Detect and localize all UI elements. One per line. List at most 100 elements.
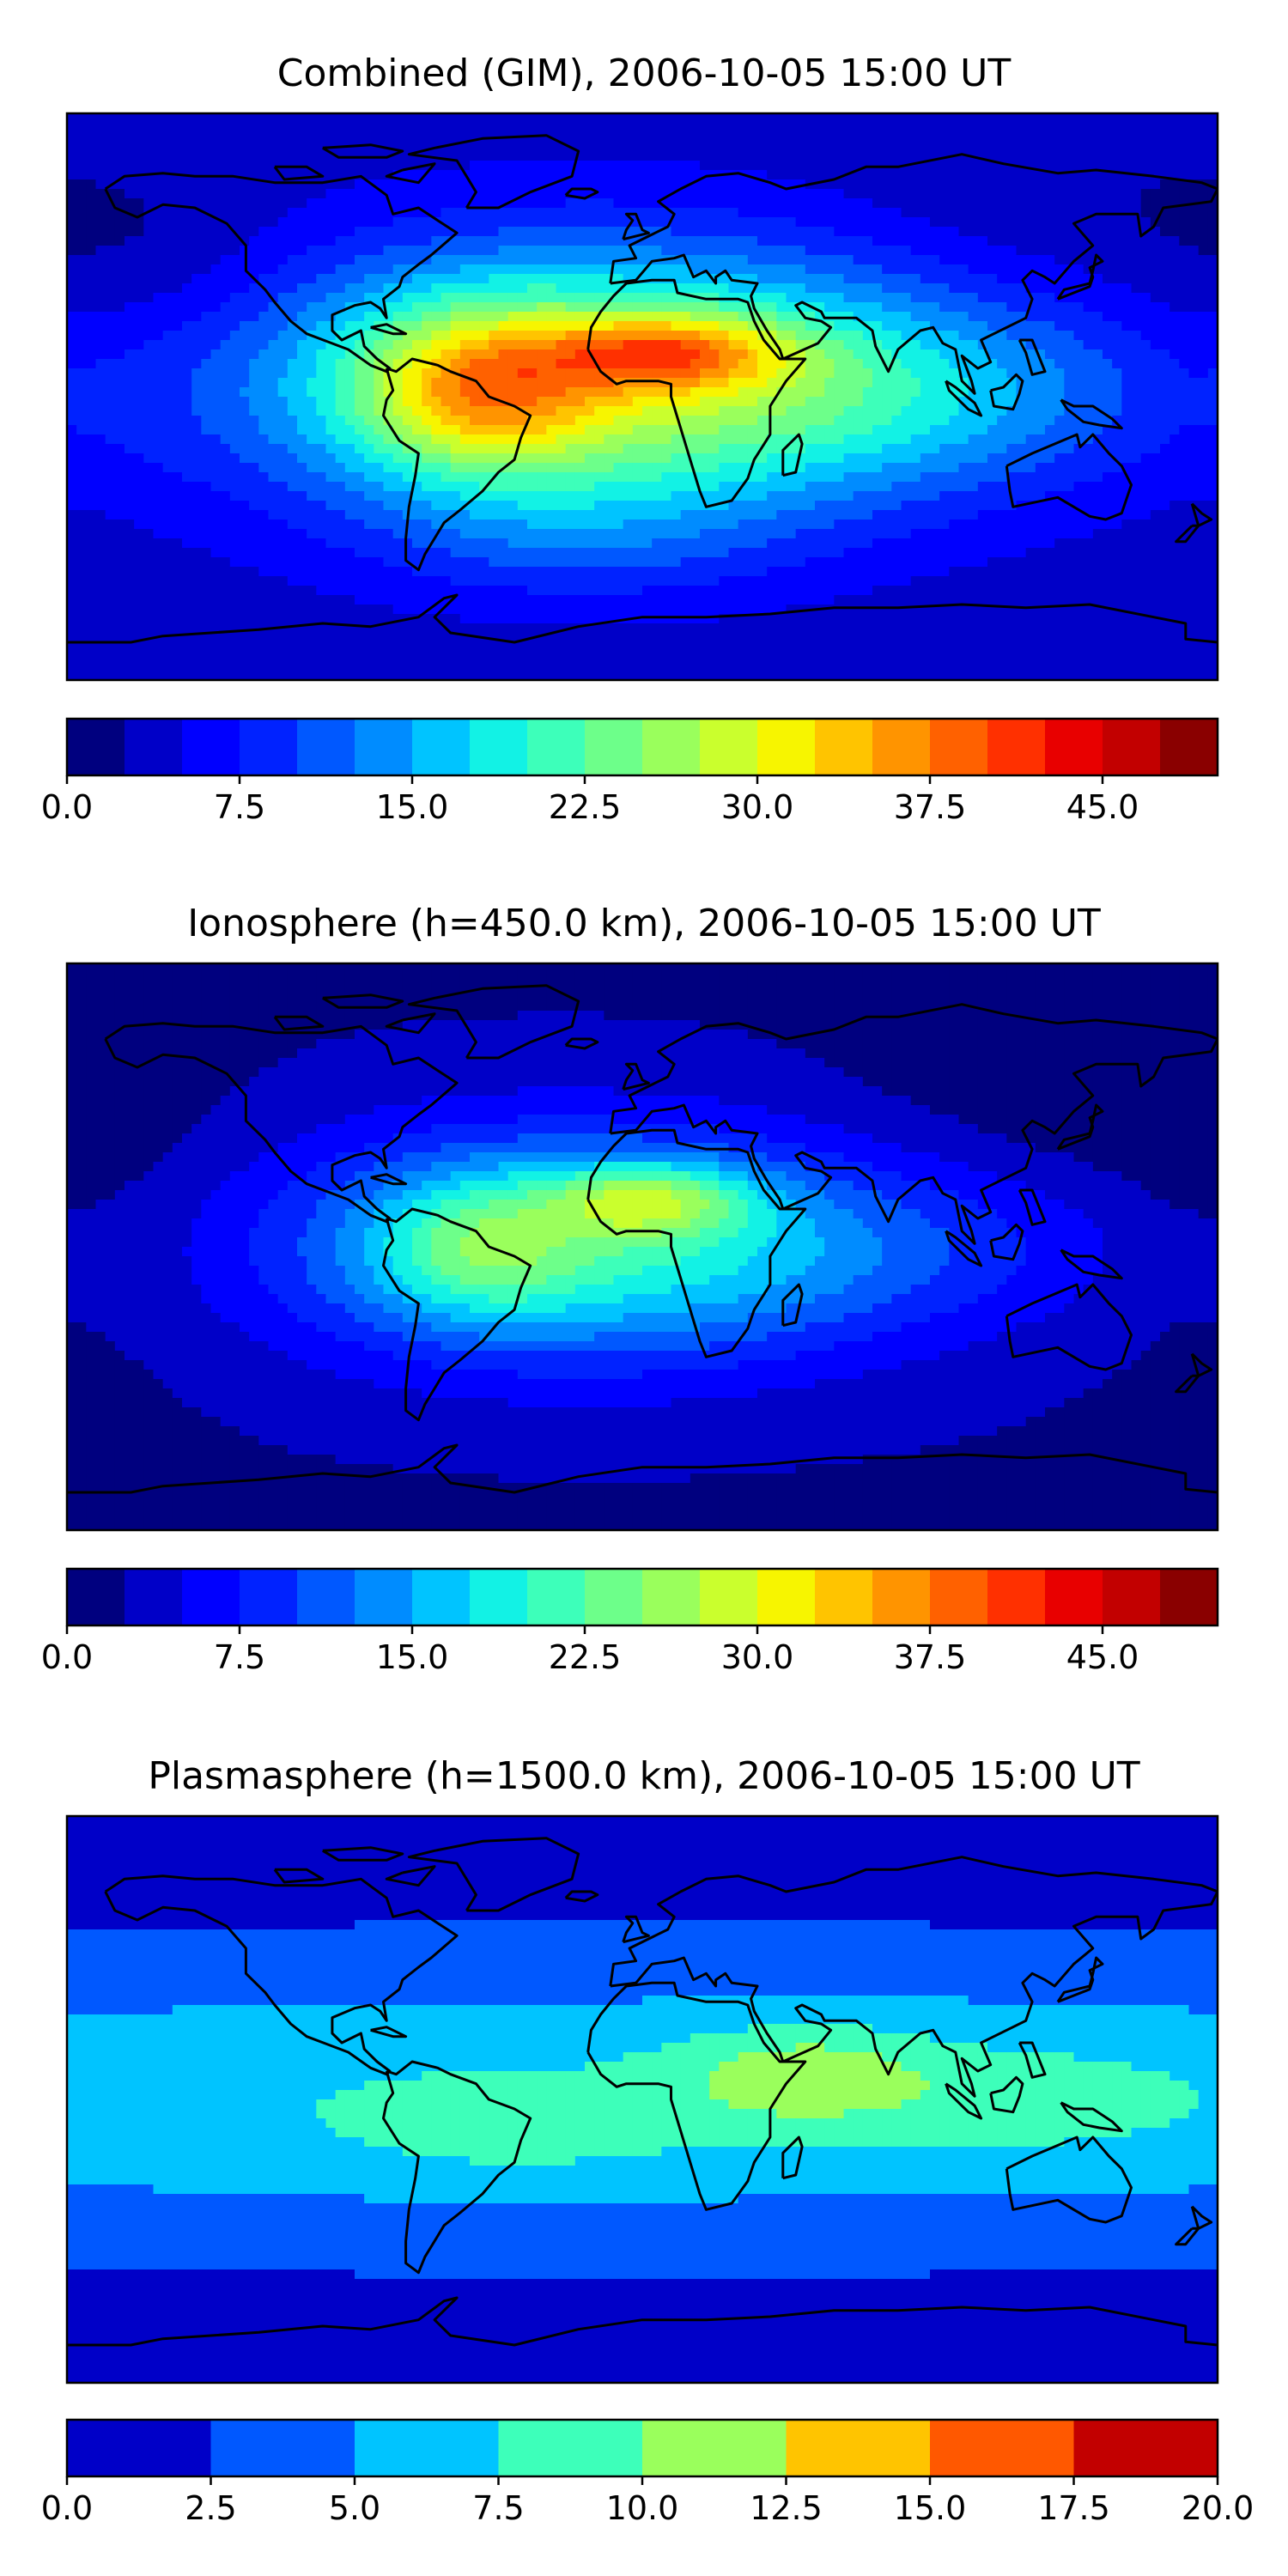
- tec-cell: [977, 142, 988, 152]
- tec-cell: [958, 246, 969, 256]
- tec-cell: [507, 416, 519, 426]
- tec-cell: [613, 491, 624, 501]
- tec-cell: [1073, 397, 1084, 407]
- tec-cell: [574, 387, 586, 398]
- tec-cell: [402, 217, 413, 228]
- tec-cell: [210, 501, 222, 511]
- tec-cell: [776, 283, 787, 294]
- tec-cell: [440, 434, 452, 445]
- tec-cell: [585, 416, 595, 426]
- tec-cell: [1207, 491, 1218, 501]
- tec-cell: [105, 293, 116, 303]
- tec-cell: [1150, 340, 1161, 350]
- tec-cell: [1131, 434, 1142, 445]
- tec-cell: [901, 217, 912, 228]
- tec-cell: [728, 501, 739, 511]
- tec-cell: [1140, 406, 1151, 416]
- tec-cell: [249, 378, 260, 388]
- tec-cell: [143, 189, 155, 199]
- tec-cell: [680, 170, 691, 180]
- tec-cell: [613, 179, 624, 190]
- tec-cell: [1170, 425, 1181, 435]
- tec-cell: [258, 472, 270, 483]
- tec-cell: [594, 331, 605, 341]
- tec-cell: [470, 208, 480, 218]
- tec-cell: [977, 453, 988, 464]
- tec-cell: [316, 264, 327, 275]
- tec-cell: [440, 151, 452, 161]
- tec-cell: [1198, 255, 1209, 265]
- tec-cell: [114, 501, 125, 511]
- tec-cell: [623, 434, 634, 445]
- tec-cell: [489, 340, 500, 350]
- tec-cell: [210, 463, 222, 473]
- tec-cell: [440, 491, 452, 501]
- tec-cell: [747, 179, 758, 190]
- tec-cell: [229, 264, 240, 275]
- tec-cell: [920, 302, 931, 313]
- tec-cell: [479, 368, 490, 379]
- tec-cell: [891, 189, 902, 199]
- tec-cell: [680, 189, 691, 199]
- tec-cell: [1198, 359, 1209, 369]
- tec-cell: [364, 368, 375, 379]
- tec-cell: [671, 434, 682, 445]
- tec-cell: [422, 255, 433, 265]
- tec-cell: [891, 170, 902, 180]
- tec-cell: [556, 434, 567, 445]
- tec-cell: [805, 227, 816, 237]
- tec-cell: [853, 283, 864, 294]
- tec-cell: [287, 359, 298, 369]
- tec-cell: [412, 198, 422, 209]
- tec-cell: [1064, 255, 1075, 265]
- tec-cell: [1160, 113, 1170, 124]
- tec-cell: [700, 208, 710, 218]
- tec-cell: [843, 293, 854, 303]
- tec-cell: [700, 302, 710, 313]
- tec-cell: [623, 264, 634, 275]
- tec-cell: [297, 312, 307, 322]
- tec-cell: [355, 255, 365, 265]
- tec-cell: [489, 425, 500, 435]
- tec-cell: [920, 255, 931, 265]
- tec-cell: [76, 368, 88, 379]
- tec-cell: [268, 217, 279, 228]
- tec-cell: [1131, 255, 1142, 265]
- tec-cell: [585, 482, 595, 492]
- tec-cell: [440, 359, 452, 369]
- tec-cell: [507, 123, 519, 133]
- tec-cell: [939, 227, 951, 237]
- tec-cell: [1103, 293, 1113, 303]
- tec-cell: [1092, 198, 1103, 209]
- tec-cell: [594, 151, 605, 161]
- tec-cell: [719, 274, 730, 284]
- tec-cell: [1073, 227, 1084, 237]
- tec-cell: [383, 472, 394, 483]
- tec-cell: [872, 227, 883, 237]
- tec-cell: [537, 170, 548, 180]
- tec-cell: [604, 368, 615, 379]
- tec-cell: [1054, 378, 1066, 388]
- tec-cell: [843, 151, 854, 161]
- tec-cell: [815, 198, 825, 209]
- tec-cell: [86, 264, 97, 275]
- tec-cell: [728, 161, 739, 171]
- tec-cell: [565, 227, 576, 237]
- tec-cell: [661, 501, 672, 511]
- tec-cell: [834, 406, 845, 416]
- tec-cell: [459, 472, 471, 483]
- tec-cell: [392, 359, 404, 369]
- tec-cell: [258, 236, 270, 246]
- tec-cell: [757, 255, 768, 265]
- tec-cell: [642, 501, 653, 511]
- tec-cell: [517, 349, 528, 360]
- tec-cell: [834, 293, 845, 303]
- tec-cell: [412, 170, 422, 180]
- tec-cell: [1112, 217, 1123, 228]
- tec-cell: [277, 274, 289, 284]
- tec-cell: [383, 406, 394, 416]
- tec-cell: [220, 463, 231, 473]
- tec-cell: [565, 293, 576, 303]
- tec-cell: [344, 340, 355, 350]
- tec-cell: [546, 463, 557, 473]
